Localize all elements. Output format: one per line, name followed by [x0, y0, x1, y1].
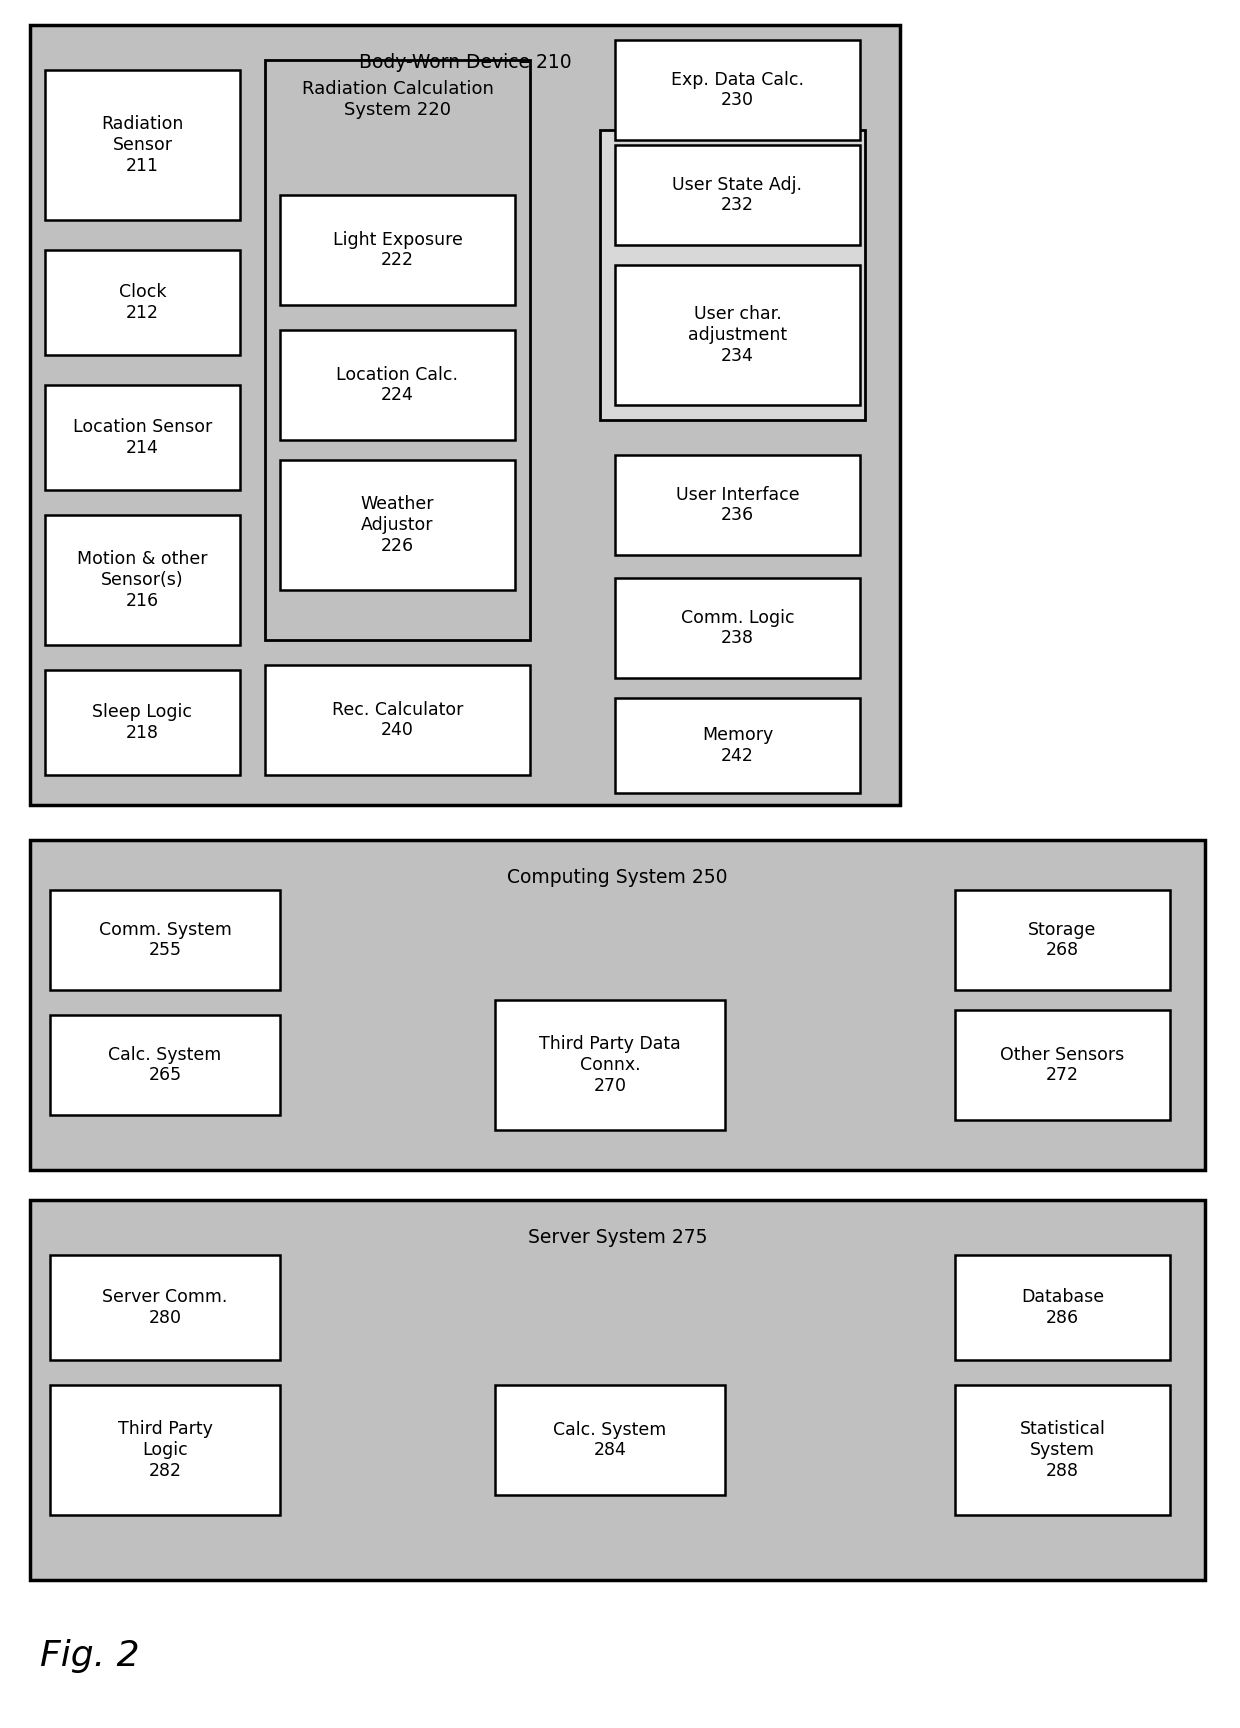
FancyBboxPatch shape	[615, 698, 861, 793]
FancyBboxPatch shape	[955, 890, 1171, 990]
Text: Computing System 250: Computing System 250	[507, 867, 728, 886]
FancyBboxPatch shape	[265, 60, 529, 639]
FancyBboxPatch shape	[280, 330, 515, 441]
Text: Sleep Logic
218: Sleep Logic 218	[93, 703, 192, 741]
Text: Radiation
Sensor
211: Radiation Sensor 211	[102, 116, 184, 175]
Text: User Interface
236: User Interface 236	[676, 486, 800, 524]
FancyBboxPatch shape	[280, 460, 515, 589]
FancyBboxPatch shape	[600, 130, 866, 420]
FancyBboxPatch shape	[615, 145, 861, 245]
FancyBboxPatch shape	[50, 1014, 280, 1115]
Text: Fig. 2: Fig. 2	[40, 1638, 140, 1673]
Text: Database
286: Database 286	[1021, 1287, 1104, 1327]
Text: Memory
242: Memory 242	[702, 726, 773, 766]
Text: Body-Worn Device 210: Body-Worn Device 210	[358, 54, 572, 73]
FancyBboxPatch shape	[50, 890, 280, 990]
Text: Exp. Data Calc.
230: Exp. Data Calc. 230	[671, 71, 804, 109]
FancyBboxPatch shape	[955, 1255, 1171, 1360]
FancyBboxPatch shape	[45, 71, 241, 219]
FancyBboxPatch shape	[45, 670, 241, 774]
Text: Statistical
System
288: Statistical System 288	[1019, 1420, 1105, 1479]
Text: Calc. System
265: Calc. System 265	[108, 1045, 222, 1085]
Text: User char.
adjustment
234: User char. adjustment 234	[688, 306, 787, 365]
FancyBboxPatch shape	[615, 264, 861, 404]
Text: User State Adj.
232: User State Adj. 232	[672, 176, 802, 214]
FancyBboxPatch shape	[45, 251, 241, 354]
Text: Third Party Data
Connx.
270: Third Party Data Connx. 270	[539, 1035, 681, 1096]
Text: Comm. System
255: Comm. System 255	[98, 921, 232, 959]
FancyBboxPatch shape	[280, 195, 515, 306]
Text: Light Exposure
222: Light Exposure 222	[332, 230, 463, 270]
Text: Third Party
Logic
282: Third Party Logic 282	[118, 1420, 212, 1479]
FancyBboxPatch shape	[45, 385, 241, 491]
FancyBboxPatch shape	[495, 1386, 725, 1495]
FancyBboxPatch shape	[30, 24, 900, 805]
Text: Location Calc.
224: Location Calc. 224	[336, 366, 459, 404]
FancyBboxPatch shape	[30, 840, 1205, 1170]
Text: Server System 275: Server System 275	[528, 1229, 707, 1248]
FancyBboxPatch shape	[955, 1009, 1171, 1120]
Text: Clock
212: Clock 212	[119, 283, 166, 321]
FancyBboxPatch shape	[50, 1255, 280, 1360]
Text: Weather
Adjustor
226: Weather Adjustor 226	[361, 496, 434, 555]
FancyBboxPatch shape	[495, 1001, 725, 1130]
Text: Location Sensor
214: Location Sensor 214	[73, 418, 212, 456]
FancyBboxPatch shape	[615, 454, 861, 555]
FancyBboxPatch shape	[45, 515, 241, 645]
Text: Other Sensors
272: Other Sensors 272	[1001, 1045, 1125, 1085]
FancyBboxPatch shape	[615, 40, 861, 140]
FancyBboxPatch shape	[955, 1386, 1171, 1515]
Text: Comm. Logic
238: Comm. Logic 238	[681, 608, 795, 648]
FancyBboxPatch shape	[30, 1199, 1205, 1579]
FancyBboxPatch shape	[265, 665, 529, 774]
Text: Server Comm.
280: Server Comm. 280	[103, 1287, 228, 1327]
Text: Rec. Calculator
240: Rec. Calculator 240	[332, 700, 464, 740]
Text: Calc. System
284: Calc. System 284	[553, 1420, 667, 1460]
FancyBboxPatch shape	[615, 577, 861, 677]
FancyBboxPatch shape	[50, 1386, 280, 1515]
Text: Radiation Calculation
System 220: Radiation Calculation System 220	[301, 79, 494, 119]
Text: Motion & other
Sensor(s)
216: Motion & other Sensor(s) 216	[77, 550, 208, 610]
Text: Storage
268: Storage 268	[1028, 921, 1096, 959]
